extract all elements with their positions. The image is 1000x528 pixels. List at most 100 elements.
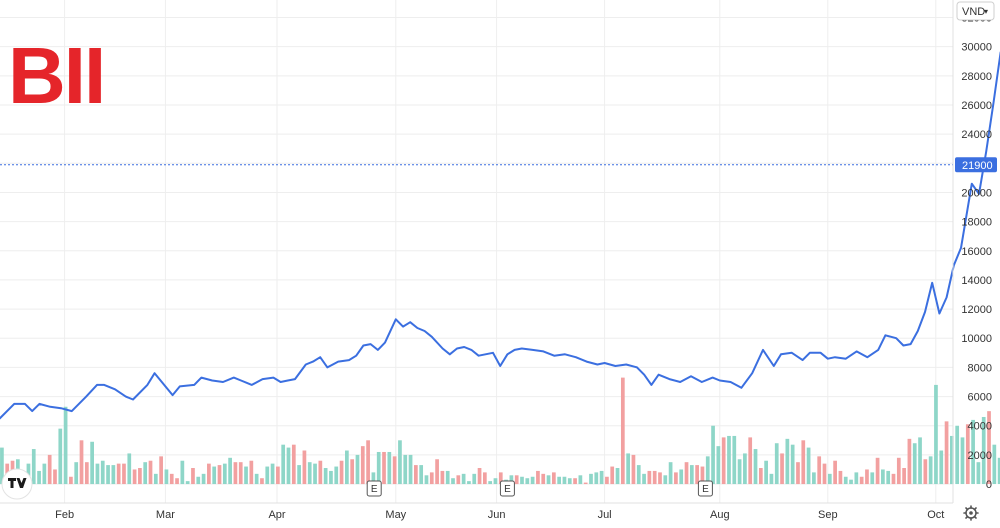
volume-bar	[451, 478, 455, 485]
volume-bar	[63, 406, 68, 485]
volume-bar	[180, 460, 185, 485]
volume-bar	[472, 473, 477, 485]
volume-bar	[461, 473, 466, 485]
volume-bar	[854, 472, 859, 485]
volume-bar	[636, 465, 641, 485]
volume-bar	[801, 440, 806, 485]
volume-bar	[610, 466, 615, 485]
volume-bar	[971, 419, 975, 485]
volume-bar	[313, 463, 317, 485]
volume-bar	[960, 437, 965, 485]
y-tick-label: 10000	[961, 333, 992, 345]
y-tick-label: 14000	[961, 275, 992, 287]
volume-bar	[727, 435, 731, 485]
volume-bar	[291, 444, 296, 485]
volume-bar	[525, 478, 530, 485]
event-badge[interactable]: E	[697, 480, 713, 497]
volume-bar	[689, 465, 694, 485]
volume-bar	[896, 457, 901, 485]
volume-bar	[711, 425, 715, 485]
volume-bar	[939, 450, 944, 485]
event-badge[interactable]: E	[499, 480, 515, 497]
x-tick-label: May	[385, 509, 406, 521]
volume-bar	[902, 468, 906, 485]
volume-bar	[488, 481, 493, 485]
price-line	[0, 51, 1000, 420]
volume-bar	[132, 469, 137, 485]
volume-bar	[950, 435, 954, 485]
plot-area[interactable]	[0, 0, 953, 503]
volume-bar	[148, 460, 153, 485]
volume-bar	[551, 472, 556, 485]
volume-bar	[881, 469, 885, 485]
volume-bar	[122, 463, 126, 485]
y-tick-label: 20000	[961, 187, 992, 199]
volume-bar	[95, 463, 100, 485]
tradingview-logo[interactable]	[1, 468, 33, 500]
x-tick-label: Aug	[710, 509, 730, 521]
currency-label: VND	[962, 6, 985, 18]
event-badge-box	[697, 480, 713, 497]
volume-bar	[185, 481, 190, 485]
volume-bars	[0, 377, 1000, 485]
volume-bar	[557, 476, 562, 485]
x-tick-label: Mar	[156, 509, 175, 521]
volume-bar	[605, 476, 609, 485]
currency-selector[interactable]: VND ▾	[956, 1, 995, 21]
volume-bar	[758, 468, 763, 485]
volume-bar	[965, 424, 970, 485]
volume-bar	[329, 470, 333, 485]
volume-bar	[700, 466, 705, 485]
volume-bar	[159, 456, 163, 485]
volume-bar	[270, 463, 275, 485]
event-badge-box	[499, 480, 515, 497]
volume-bar	[631, 454, 636, 485]
volume-bar	[376, 451, 381, 485]
x-tick-label: Apr	[268, 509, 285, 521]
volume-bar	[520, 476, 524, 485]
y-tick-label: 12000	[961, 304, 992, 316]
volume-bar	[594, 472, 599, 485]
volume-bar	[138, 468, 142, 485]
volume-bar	[981, 416, 986, 485]
volume-bar	[737, 459, 742, 485]
volume-bar	[169, 473, 174, 485]
volume-bar	[865, 469, 869, 485]
volume-bar	[482, 472, 487, 485]
volume-bar	[626, 453, 631, 485]
volume-bar	[111, 465, 116, 485]
volume-bar	[530, 476, 535, 485]
volume-bar	[955, 425, 960, 485]
volume-bar	[42, 463, 47, 485]
volume-bar	[31, 449, 36, 485]
x-tick-label: Jul	[598, 509, 612, 521]
volume-bar	[323, 468, 328, 485]
volume-bar	[721, 437, 726, 485]
volume-bar	[578, 475, 583, 485]
volume-bar	[843, 476, 848, 485]
y-tick-label: 4000	[968, 421, 992, 433]
volume-bar	[928, 456, 933, 485]
settings-gear-icon[interactable]	[963, 505, 979, 521]
volume-bar	[276, 466, 280, 485]
volume-bar	[318, 460, 323, 485]
y-tick-label: 2000	[968, 450, 992, 462]
volume-bar	[785, 438, 790, 485]
volume-bar	[498, 472, 503, 485]
volume-bar	[838, 470, 843, 485]
volume-bar	[116, 463, 121, 485]
volume-bar	[493, 478, 498, 485]
volume-bar	[69, 476, 73, 485]
volume-bar	[875, 457, 880, 485]
event-badge-label: E	[504, 484, 511, 495]
volume-bar	[207, 463, 211, 485]
event-badge[interactable]: E	[366, 480, 382, 497]
x-axis[interactable]: 2021FebMarAprMayJunJulAugSepOct	[0, 509, 944, 521]
volume-bar	[997, 457, 1000, 485]
volume-bar	[371, 472, 376, 485]
volume-bar	[339, 460, 344, 485]
volume-bar	[366, 440, 370, 485]
volume-bar	[445, 470, 450, 485]
